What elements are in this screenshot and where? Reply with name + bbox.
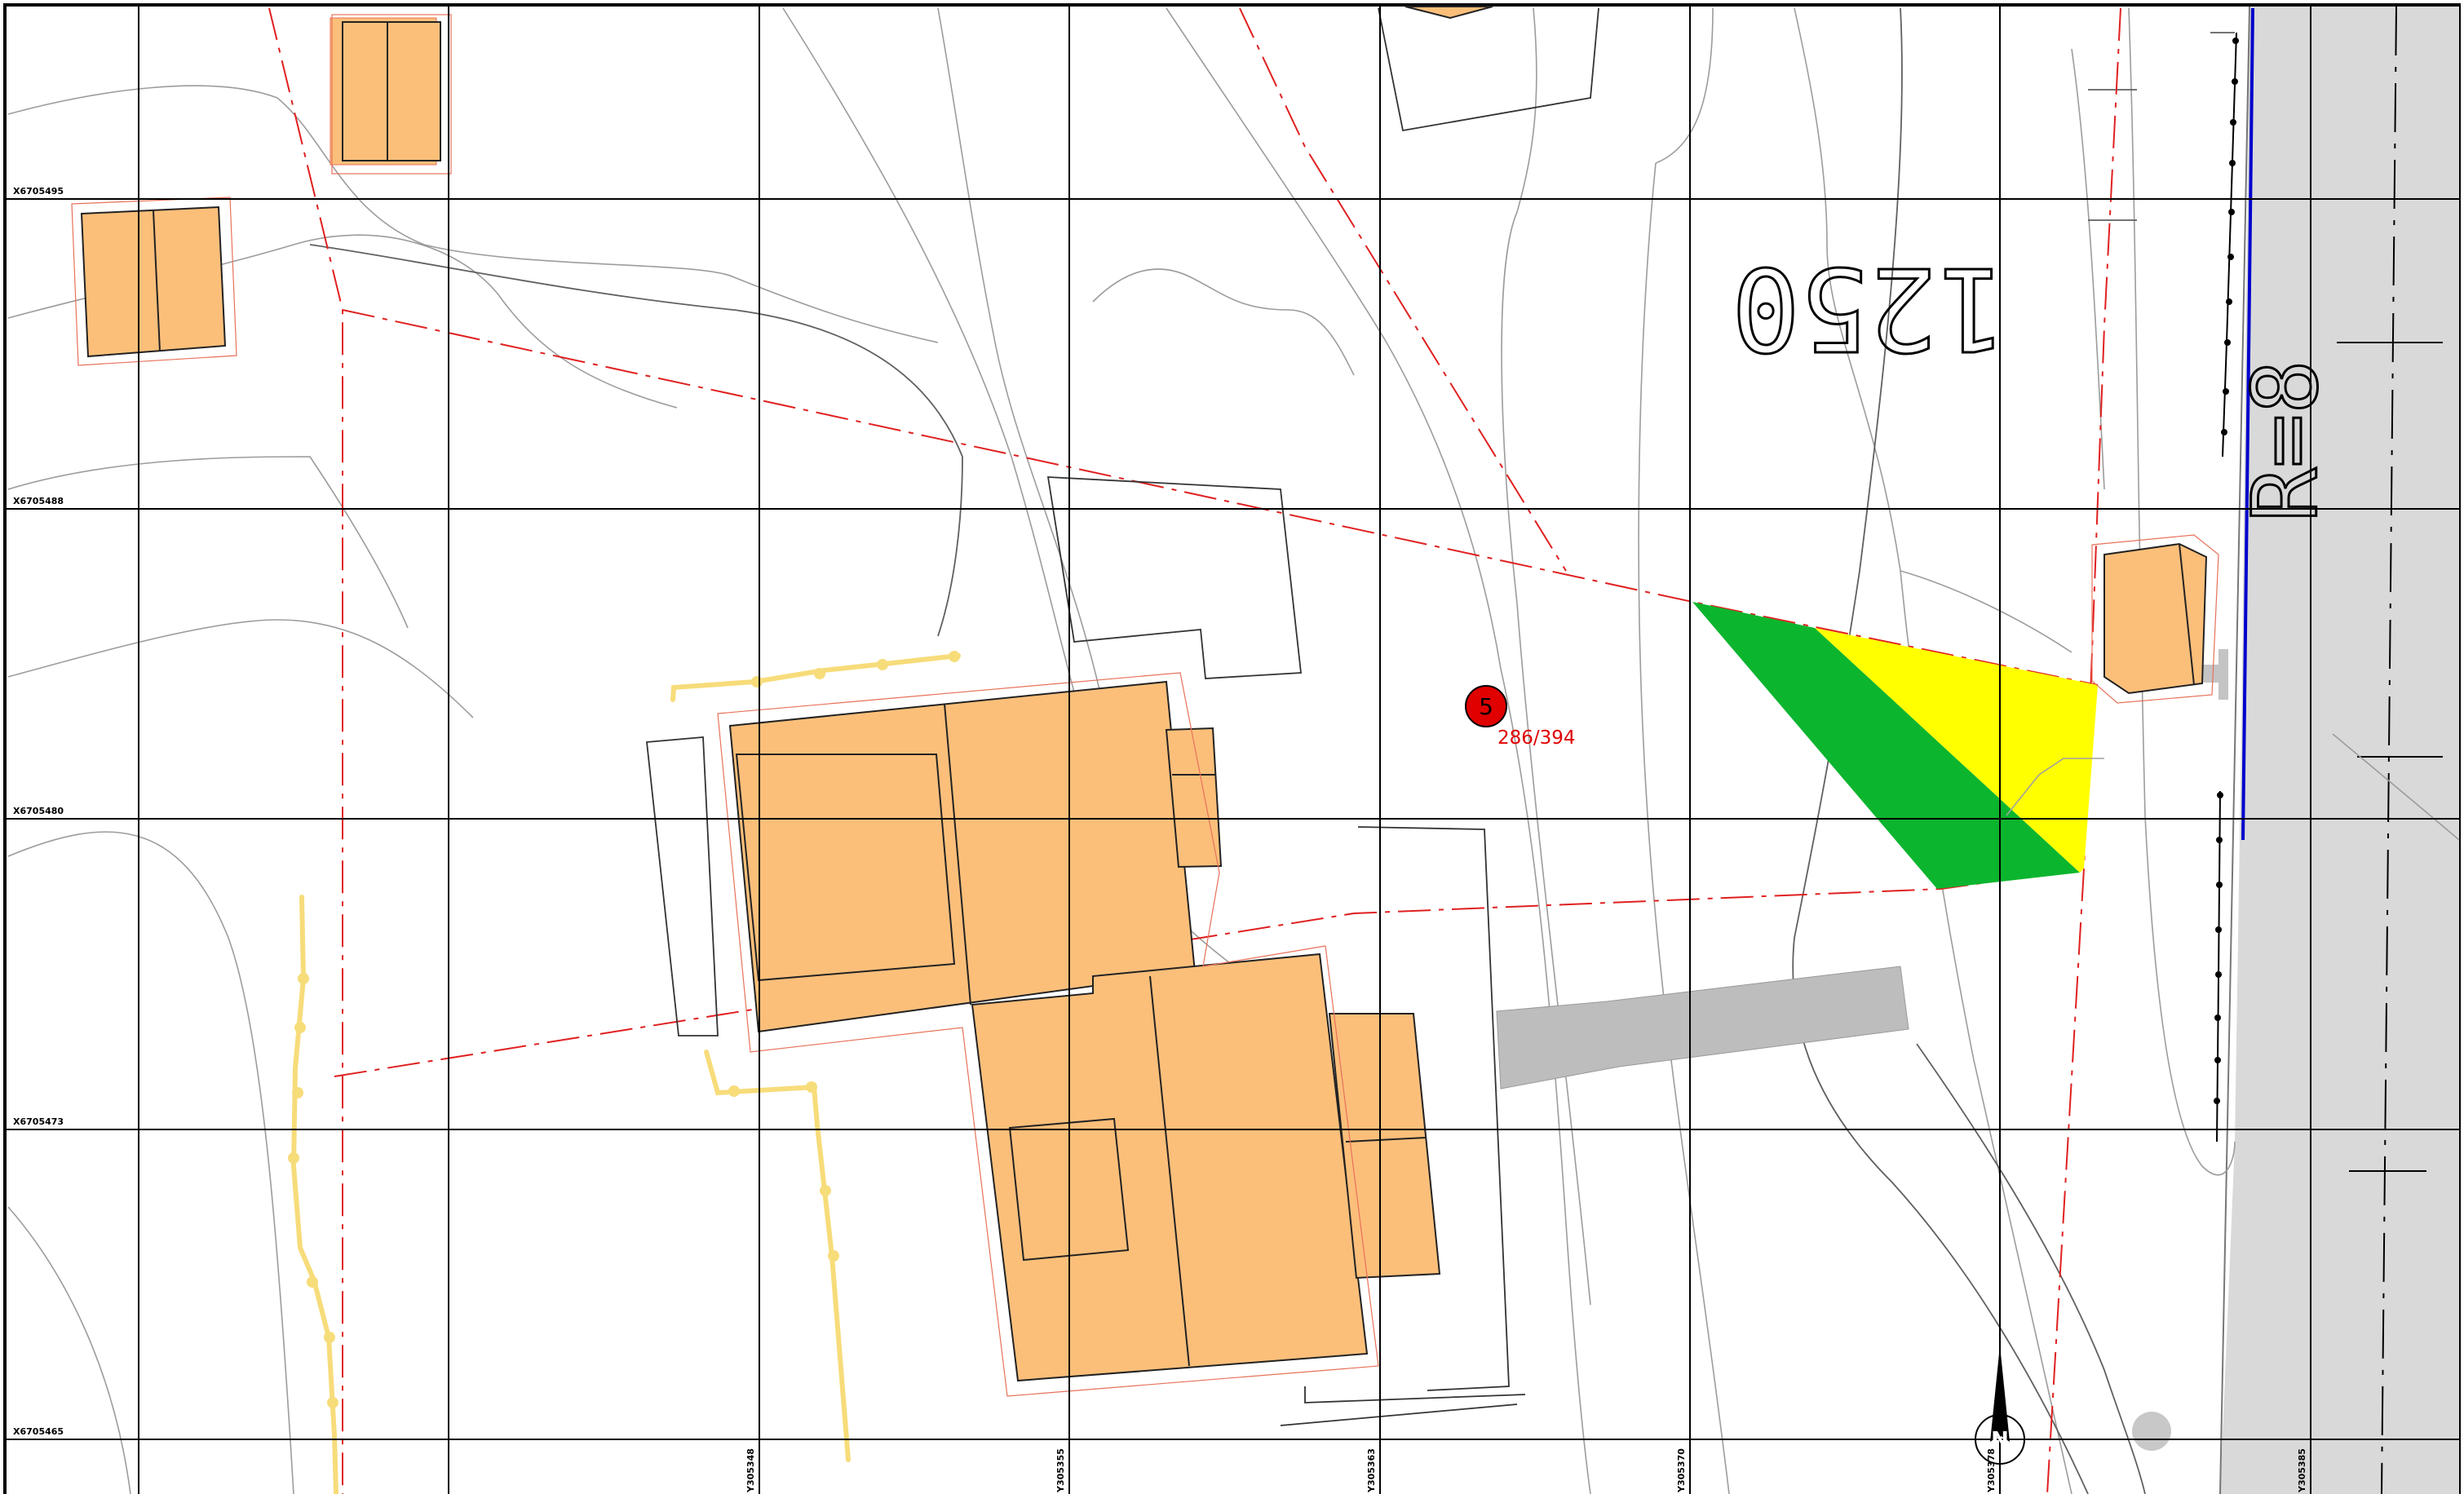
grid-label-x: X6705473: [13, 1116, 64, 1127]
road-label: R=8: [2233, 360, 2338, 522]
plot-marker[interactable]: 5 286/394: [1465, 685, 1576, 749]
plot-number: 5: [1479, 693, 1493, 720]
green-zone: [1692, 602, 2080, 889]
structure-outlines: [646, 7, 1599, 1426]
grid-label-y: Y305385: [2297, 1448, 2307, 1493]
building: [1405, 6, 1493, 20]
zone-area: [1692, 602, 2104, 889]
grid-label-y: Y305378: [1986, 1448, 1997, 1493]
buildings: [80, 6, 2208, 1382]
yellow-zone: [1815, 628, 2098, 873]
north-symbol: N: [1991, 1428, 2009, 1452]
gray-marker: [2132, 1412, 2171, 1451]
plot-label: 286/394: [1497, 727, 1576, 749]
terrain-edges: [309, 7, 2235, 1494]
north-arrow-icon: N: [1975, 1346, 2025, 1465]
building: [80, 206, 227, 358]
grid-label-x: X6705480: [13, 806, 64, 816]
fence-posts: [2214, 38, 2239, 1104]
grid-label-y: Y305363: [1366, 1448, 1377, 1493]
grid-label-y: Y305355: [1055, 1448, 1066, 1493]
plot-marker-circle[interactable]: [1465, 685, 1507, 727]
road-edge-blue: [2241, 7, 2254, 841]
road-area: R=8: [2219, 6, 2459, 1494]
water-line-nodes: [288, 651, 960, 1408]
grid-label-y: Y305348: [745, 1448, 756, 1493]
grid-label-x: X6705465: [13, 1426, 64, 1437]
grid-label-x: X6705488: [13, 496, 64, 506]
building-right: [2103, 542, 2208, 695]
grid-label-x: X6705495: [13, 186, 64, 197]
scale-stamp: 1250: [1732, 241, 2006, 374]
grid-label-y: Y305370: [1676, 1448, 1687, 1493]
coordinate-grid: [5, 5, 2459, 1494]
